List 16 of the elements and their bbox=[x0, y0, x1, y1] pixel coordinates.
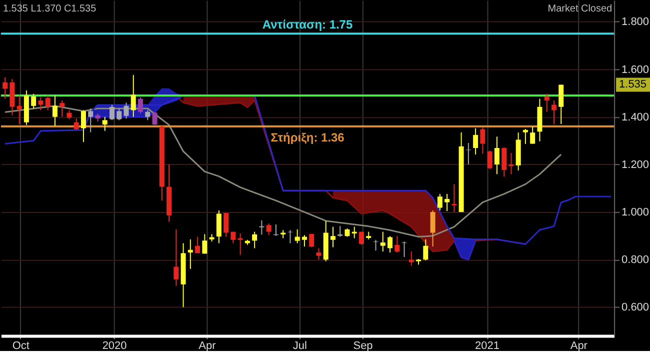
y-tick-label: 1.000 bbox=[622, 206, 649, 219]
ref-line-label: Στήριξη: 1.36 bbox=[270, 130, 345, 144]
x-tick-label: 2021 bbox=[475, 340, 500, 352]
y-tick-label: 1.200 bbox=[622, 158, 649, 171]
text: 1.535 bbox=[619, 78, 646, 91]
x-tick-label: 2020 bbox=[102, 340, 127, 352]
y-tick-label: 1.400 bbox=[622, 111, 649, 124]
annotation: Market Closed bbox=[548, 3, 612, 14]
y-tick-label: 0.600 bbox=[622, 302, 649, 314]
y-tick-label: 1.600 bbox=[622, 64, 649, 76]
y-tick-label: 0.800 bbox=[622, 254, 649, 266]
x-tick-label: Jul bbox=[292, 340, 307, 352]
ref-line-label: Αντίσταση: 1.75 bbox=[262, 18, 353, 32]
x-tick-label: Oct bbox=[12, 340, 30, 352]
annotation: 1.535 L1.370 C1.535 bbox=[2, 3, 97, 14]
y-tick-label: 1.800 bbox=[622, 16, 649, 28]
